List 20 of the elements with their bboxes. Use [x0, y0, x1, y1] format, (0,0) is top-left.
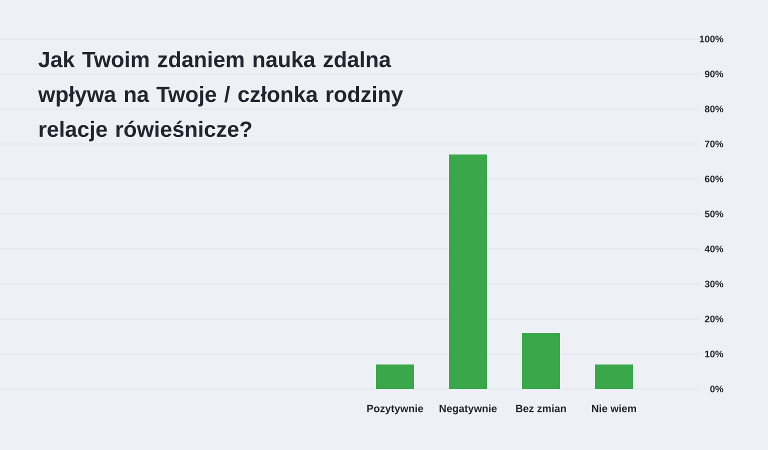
x-tick-label: Pozytywnie [367, 404, 424, 414]
x-tick-label: Negatywnie [440, 404, 497, 414]
y-tick-label: 60% [704, 176, 724, 182]
bar [595, 364, 634, 389]
y-tick-label: 50% [704, 210, 724, 218]
x-tick-label: Bez zmian [516, 404, 566, 412]
y-tick-label: 20% [704, 316, 724, 322]
y-tick-label: 90% [704, 70, 724, 78]
y-tick-label: 10% [705, 350, 724, 358]
y-tick-label: 80% [704, 106, 724, 112]
bar [449, 154, 488, 389]
y-tick-label: 0% [710, 386, 724, 392]
bar [376, 364, 414, 389]
y-tick-label: 30% [704, 280, 724, 288]
y-tick-label: 40% [704, 246, 724, 252]
y-tick-label: 70% [704, 140, 724, 148]
x-tick-label: Nie wiem [592, 404, 636, 412]
y-tick-label: 100% [700, 36, 724, 42]
text: Jak Twoim zdaniem nauka zdalna wpływa na Twoje / członka rodziny relacje rówieśnicze? [38, 51, 404, 142]
bar [522, 333, 560, 389]
